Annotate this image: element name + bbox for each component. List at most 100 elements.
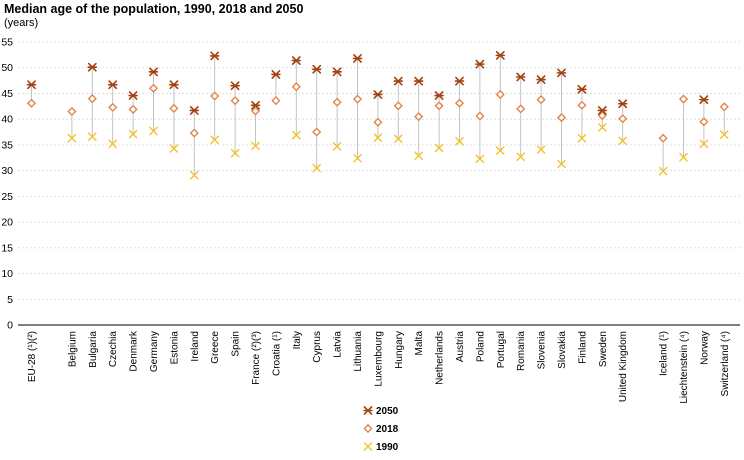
connector-layer xyxy=(31,55,725,176)
legend-marker-1990 xyxy=(363,442,373,451)
x-tick-label: Finland xyxy=(577,331,588,364)
point-2018 xyxy=(26,98,37,108)
point-2050 xyxy=(434,91,444,100)
marker-layer xyxy=(26,50,729,180)
legend-label-2050: 2050 xyxy=(376,406,399,417)
point-2050 xyxy=(291,56,302,65)
x-tick-label: Portugal xyxy=(496,331,507,368)
axis-layer: 0 5 10 15 20 25 30 35 40 45 50 55 EU-28 (¹)(²) Belgiu… xyxy=(1,37,740,404)
x-tick-label: Slovenia xyxy=(537,331,548,370)
x-tick-label: Norway xyxy=(699,331,710,365)
point-1990 xyxy=(658,166,668,176)
point-2018 xyxy=(678,94,689,104)
point-2050 xyxy=(128,91,138,100)
point-2018 xyxy=(250,106,261,116)
grid-layer xyxy=(18,41,740,300)
point-1990 xyxy=(679,152,688,162)
point-2018 xyxy=(291,82,301,92)
x-tick-label: Netherlands xyxy=(435,331,446,385)
point-1990 xyxy=(169,144,179,153)
point-2018 xyxy=(597,110,607,121)
point-2018 xyxy=(108,102,118,112)
point-2050 xyxy=(413,76,424,86)
x-tick-label: Lithuania xyxy=(353,331,364,372)
point-2050 xyxy=(107,80,118,90)
x-tick-label: EU-28 (¹)(²) xyxy=(27,331,38,382)
point-2018 xyxy=(393,101,403,111)
point-1990 xyxy=(312,163,321,173)
x-tick-label: Belgium xyxy=(67,331,78,367)
point-2018 xyxy=(475,111,485,121)
point-1990 xyxy=(414,151,423,161)
x-tick-label: Hungary xyxy=(394,331,405,369)
point-1990 xyxy=(577,133,587,143)
point-2050 xyxy=(250,100,261,110)
x-tick-label: Germany xyxy=(149,331,160,372)
point-2018 xyxy=(719,102,729,112)
point-1990 xyxy=(67,133,77,143)
point-2050 xyxy=(332,67,342,77)
point-1990 xyxy=(434,143,444,153)
y-tick-label: 25 xyxy=(1,191,13,203)
point-1990 xyxy=(251,141,260,151)
point-1990 xyxy=(189,170,199,180)
point-2050 xyxy=(87,62,98,72)
x-tick-label: Cyprus xyxy=(312,331,323,363)
point-1990 xyxy=(557,159,566,169)
x-tick-label: Luxembourg xyxy=(373,331,384,387)
point-2050 xyxy=(495,50,506,60)
point-2018 xyxy=(516,104,526,114)
point-2018 xyxy=(373,117,383,127)
point-1990 xyxy=(353,153,362,163)
point-2018 xyxy=(148,83,159,93)
point-1990 xyxy=(455,137,464,146)
point-2018 xyxy=(189,128,199,138)
point-2050 xyxy=(189,106,200,115)
legend-marker-2050 xyxy=(363,406,373,415)
point-2050 xyxy=(311,64,322,74)
point-2050 xyxy=(597,106,608,115)
x-tick-label: France (²)(³) xyxy=(251,331,262,385)
x-tick-label: Denmark xyxy=(129,330,140,372)
point-1990 xyxy=(598,123,607,132)
point-2050 xyxy=(169,80,179,90)
point-1990 xyxy=(149,126,158,136)
x-tick-label: Italy xyxy=(292,331,303,349)
point-2018 xyxy=(699,117,709,127)
point-1990 xyxy=(373,133,383,143)
y-tick-label: 5 xyxy=(7,294,13,306)
point-1990 xyxy=(128,129,138,139)
point-2050 xyxy=(475,59,485,69)
point-1990 xyxy=(210,135,220,145)
y-tick-label: 55 xyxy=(1,37,13,49)
point-2050 xyxy=(617,99,628,109)
point-2018 xyxy=(556,113,567,123)
point-1990 xyxy=(496,146,505,155)
point-2018 xyxy=(434,101,444,111)
point-1990 xyxy=(618,136,627,146)
x-tick-label: Poland xyxy=(475,331,486,362)
x-tick-label: Bulgaria xyxy=(88,331,99,368)
point-2050 xyxy=(454,76,465,86)
x-tick-label: Spain xyxy=(231,331,242,357)
point-1990 xyxy=(516,152,525,162)
point-2018 xyxy=(169,103,179,113)
point-2018 xyxy=(536,95,546,105)
point-2050 xyxy=(393,76,404,86)
point-2050 xyxy=(536,75,546,84)
chart-title: Median age of the population, 1990, 2018… xyxy=(4,2,304,16)
point-2018 xyxy=(271,96,281,106)
x-tick-label: Slovakia xyxy=(557,331,568,369)
point-2018 xyxy=(414,112,424,122)
point-2018 xyxy=(352,94,363,104)
point-2018 xyxy=(312,127,322,137)
x-tick-label: Ireland xyxy=(190,331,201,362)
x-tick-label: Austria xyxy=(455,331,466,363)
point-2050 xyxy=(209,51,220,61)
point-1990 xyxy=(475,154,485,164)
point-2050 xyxy=(26,80,37,90)
point-2050 xyxy=(271,70,281,79)
point-1990 xyxy=(394,134,403,144)
point-1990 xyxy=(87,132,97,141)
x-tick-label: Estonia xyxy=(169,331,180,365)
